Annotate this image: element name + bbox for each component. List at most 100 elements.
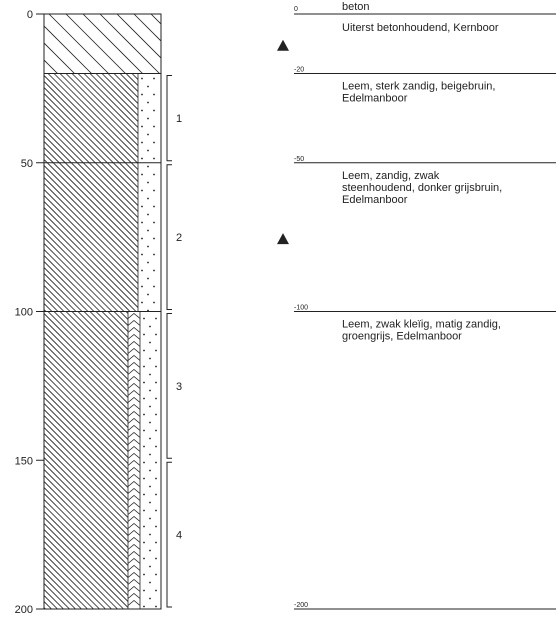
sand-dot — [153, 285, 155, 288]
sand-dot — [149, 485, 151, 488]
sand-dot — [155, 605, 157, 608]
sample-bracket — [166, 164, 172, 310]
hatch-line — [44, 206, 138, 303]
depth-label: -20 — [294, 67, 304, 74]
hatch-line — [44, 110, 138, 207]
hatch-line — [71, 73, 138, 141]
hatch-line — [44, 486, 128, 573]
sand-dot — [143, 493, 145, 496]
depth-axis: 0 50 100 150 200 — [15, 9, 44, 616]
sand-dot — [149, 421, 151, 424]
chevron-mark — [128, 403, 140, 410]
hatch-line — [82, 14, 143, 73]
chevron-mark — [128, 501, 140, 508]
hatch-line — [44, 254, 101, 312]
hatch-line — [119, 312, 128, 321]
sand-dot — [147, 133, 149, 136]
sand-dot — [143, 525, 145, 528]
sand-dot — [147, 213, 149, 216]
sand-dot — [153, 253, 155, 256]
chevron-mark — [128, 396, 140, 403]
sand-dot — [141, 269, 143, 272]
hatch-line — [0, 74, 40, 312]
hatch-line — [44, 348, 128, 435]
sand-dot — [155, 589, 157, 592]
chevron-mark — [128, 431, 140, 438]
sand-dot — [141, 205, 143, 208]
hatch-line — [44, 182, 138, 279]
sand-dot — [149, 405, 151, 408]
hatch-line — [125, 312, 128, 315]
sand-dot — [147, 117, 149, 120]
hatch-line — [83, 73, 138, 129]
chevron-mark — [128, 361, 140, 368]
description-text: Uiterst betonhoudend, Kernboor — [342, 22, 499, 34]
hatch-line — [44, 414, 128, 501]
layer-concrete-hatch — [44, 14, 161, 73]
hatch-line — [44, 59, 58, 73]
hatch-line — [44, 122, 138, 219]
sand-dot — [149, 501, 151, 504]
hatch-line — [116, 14, 161, 59]
axis-tick-label: 0 — [27, 9, 33, 21]
hatch-line — [44, 128, 138, 225]
layer-loam-hatch — [0, 73, 138, 312]
hatch-line — [44, 236, 119, 312]
description-text: groengrijs, Edelmanboor — [342, 331, 462, 343]
hatch-line — [53, 312, 128, 387]
hatch-line — [44, 25, 92, 73]
chevron-mark — [128, 599, 140, 606]
hatch-line — [44, 188, 138, 285]
description-text: Leem, sterk zandig, beigebruin, — [342, 81, 495, 93]
sand-dot — [153, 189, 155, 192]
hatch-line — [137, 73, 138, 75]
hatch-line — [44, 74, 138, 171]
hatch-line — [48, 14, 109, 73]
hatch-line — [95, 312, 128, 345]
layer-descriptions: 0 beton Uiterst betonhoudend, Kernboor -20 L… — [294, 1, 556, 610]
sand-dot — [147, 309, 149, 312]
sand-dot — [143, 349, 145, 352]
sand-dot — [153, 125, 155, 128]
sand-dot — [155, 525, 157, 528]
chevron-mark — [128, 571, 140, 578]
sand-dot — [149, 517, 151, 520]
hatch-line — [44, 510, 128, 597]
hatch-line — [44, 266, 89, 312]
hatch-line — [44, 540, 112, 609]
hatch-line — [44, 224, 131, 312]
sand-dot — [155, 557, 157, 560]
chevron-mark — [128, 347, 140, 354]
hatch-line — [44, 318, 128, 405]
sand-dot — [147, 85, 149, 88]
hatch-line — [44, 324, 128, 411]
sand-dot — [147, 165, 149, 168]
hatch-line — [47, 73, 138, 165]
sand-dot — [141, 125, 143, 128]
hatch-line — [44, 408, 128, 495]
hatch-line — [77, 73, 138, 135]
hatch-line — [44, 444, 128, 531]
sand-dot — [143, 557, 145, 560]
chevron-mark — [128, 522, 140, 529]
hatch-line — [44, 498, 128, 585]
sand-dot — [153, 109, 155, 112]
description-text: beton — [342, 1, 370, 13]
hatch-line — [133, 14, 161, 42]
hatch-line — [107, 73, 138, 105]
chevron-mark — [128, 326, 140, 333]
sand-dot — [143, 381, 145, 384]
hatch-line — [44, 480, 128, 567]
hatch-line — [44, 450, 128, 537]
chevron-mark — [128, 466, 140, 473]
sand-dot — [155, 573, 157, 576]
chevron-mark — [128, 557, 140, 564]
sand-dot — [155, 461, 157, 464]
sand-dot — [149, 357, 151, 360]
chevron-mark — [128, 438, 140, 445]
sand-dot — [153, 221, 155, 224]
hatch-line — [44, 260, 95, 312]
hatch-line — [44, 378, 128, 465]
depth-label: 0 — [294, 6, 298, 13]
sand-dot — [149, 533, 151, 536]
